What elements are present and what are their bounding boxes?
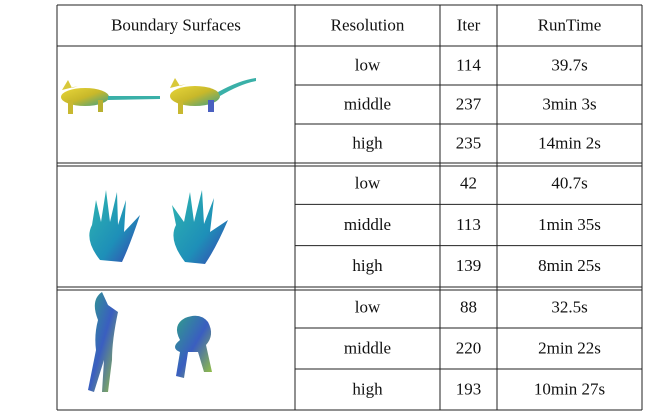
- table-cell: low: [355, 297, 381, 316]
- figure-image: [88, 292, 118, 392]
- header-cell: RunTime: [538, 15, 602, 34]
- table-cell: middle: [344, 94, 391, 113]
- table-cell: 1min 35s: [538, 215, 601, 234]
- table-cell: 193: [456, 379, 482, 398]
- table-cell: 10min 27s: [534, 379, 605, 398]
- hand-image: [172, 190, 228, 264]
- table-cell: 39.7s: [551, 55, 587, 74]
- table-cell: 235: [456, 133, 482, 152]
- table-cell: middle: [344, 338, 391, 357]
- table-cell: 2min 22s: [538, 338, 601, 357]
- table-cell: high: [352, 256, 383, 275]
- table-cell: 237: [456, 94, 482, 113]
- cat-image: [61, 80, 160, 114]
- table-cell: 42: [460, 174, 477, 193]
- table-cell: 32.5s: [551, 297, 587, 316]
- table-cell: 14min 2s: [538, 133, 601, 152]
- table-cell: middle: [344, 215, 391, 234]
- cat-image: [170, 78, 256, 114]
- table-cell: 113: [456, 215, 481, 234]
- table-cell: 3min 3s: [542, 94, 596, 113]
- table-cell: 220: [456, 338, 482, 357]
- hand-image: [89, 190, 140, 262]
- table-cell: low: [355, 174, 381, 193]
- header-cell: Boundary Surfaces: [111, 15, 241, 34]
- table-cell: 8min 25s: [538, 256, 601, 275]
- figure-image: [175, 315, 212, 378]
- table-cell: low: [355, 55, 381, 74]
- table-cell: high: [352, 379, 383, 398]
- table-cell: 114: [456, 55, 481, 74]
- table-cell: 88: [460, 297, 477, 316]
- header-cell: Resolution: [331, 15, 405, 34]
- table-cell: high: [352, 133, 383, 152]
- table-cell: 139: [456, 256, 482, 275]
- table-cell: 40.7s: [551, 174, 587, 193]
- header-cell: Iter: [457, 15, 481, 34]
